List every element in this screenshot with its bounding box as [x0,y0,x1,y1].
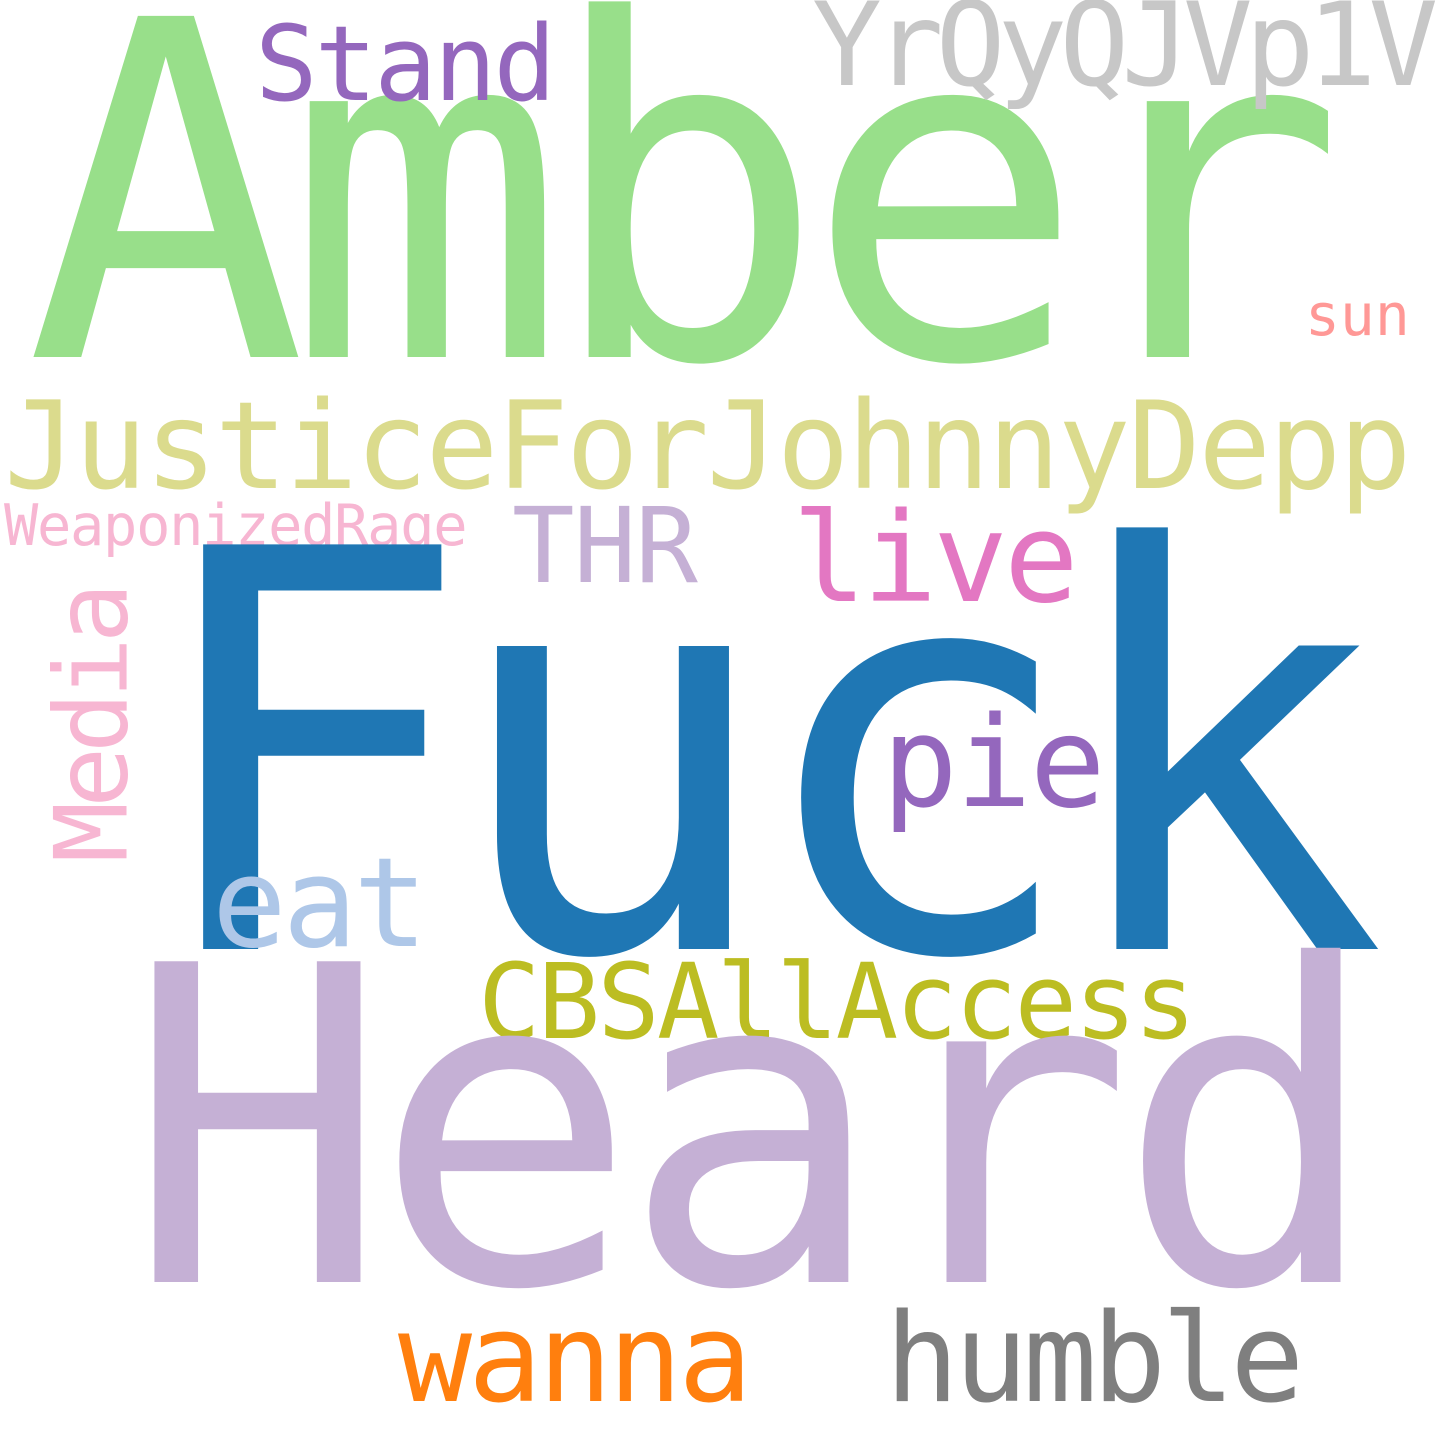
word-thr: THR [512,485,698,607]
word-eat: eat [212,832,428,976]
word-sun: sun [1305,281,1410,349]
word-media: Media [32,588,151,863]
word-wanna: wanna [398,1288,752,1431]
word-yrqyqjvp1v: YrQyQJVp1V [812,0,1438,113]
word-pie: pie [882,689,1106,836]
word-justicefor-johnnydepp: JusticeForJohnnyDepp [4,376,1412,517]
word-stand: Stand [255,3,556,125]
word-amber: Amber [25,0,1346,468]
word-fuck: Fuck [140,434,1387,1080]
word-heard: Heard [125,874,1382,1386]
word-humble: humble [885,1288,1304,1431]
word-live: live [792,487,1079,631]
word-weaponizedrage: WeaponizedRage [4,493,468,559]
word-cbsallaccess: CBSAllAccess [478,941,1196,1063]
